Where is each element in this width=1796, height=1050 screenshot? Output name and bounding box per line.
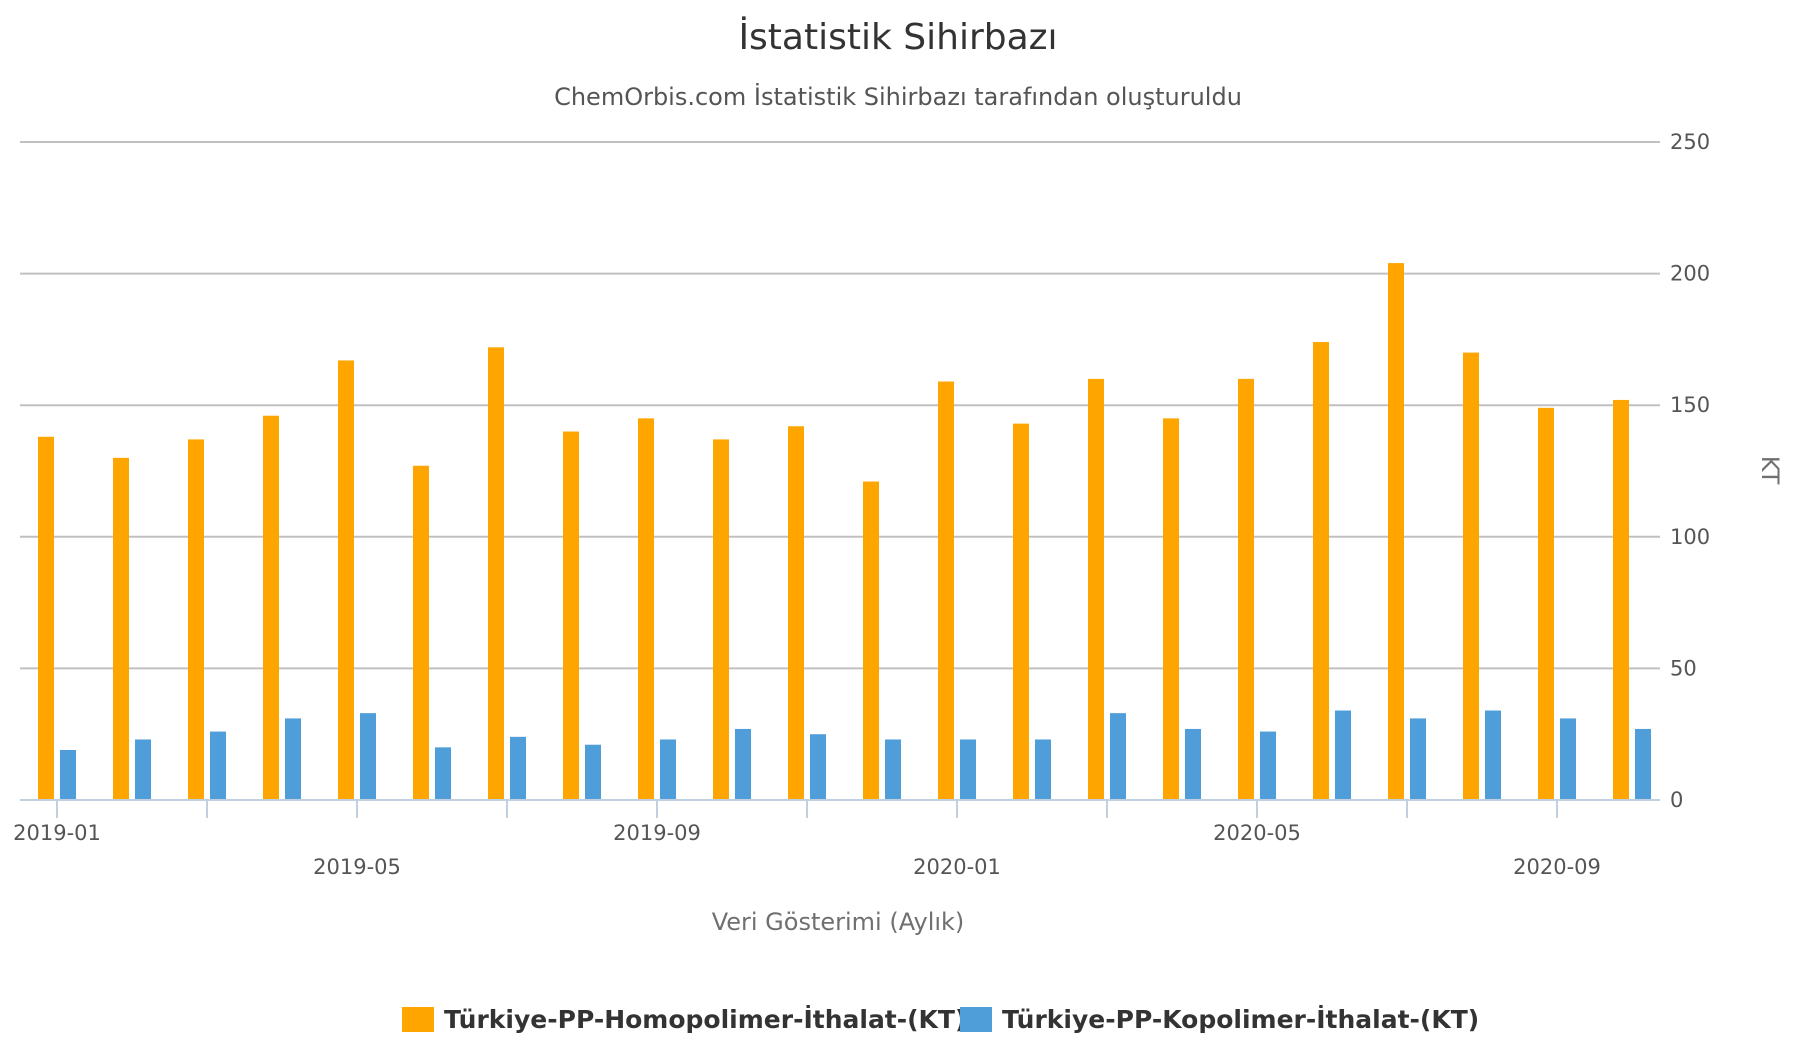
x-tick-label: 2020-05 [1213, 821, 1301, 845]
y-axis-title: KT [1756, 456, 1784, 485]
bar [1013, 423, 1029, 800]
bar [38, 436, 54, 800]
bar [413, 465, 429, 800]
bar [1110, 713, 1126, 800]
x-axis: 2019-01 2019-05 2019-09 2020-01 2020-05 2020-… [13, 799, 1660, 879]
bar [1410, 718, 1426, 800]
y-tick-label: 100 [1670, 525, 1710, 549]
x-tick-label: 2020-01 [913, 855, 1001, 879]
bar [510, 736, 526, 800]
bar [1635, 728, 1651, 800]
series-group [60, 710, 1651, 800]
y-tick-label: 250 [1670, 130, 1710, 154]
bar [735, 728, 751, 800]
series-group [38, 263, 1629, 800]
x-axis-title: Veri Gösterimi (Aylık) [712, 908, 965, 936]
plot-area [38, 263, 1651, 800]
y-tick-label: 150 [1670, 393, 1710, 417]
x-tick-label: 2020-09 [1513, 855, 1601, 879]
bar [360, 713, 376, 800]
bar [488, 347, 504, 800]
bar [788, 426, 804, 800]
bar [638, 418, 654, 800]
chart-subtitle: ChemOrbis.com İstatistik Sihirbazı taraf… [554, 82, 1242, 111]
bar [1485, 710, 1501, 800]
bar [1238, 378, 1254, 800]
bar [1538, 407, 1554, 800]
bar [60, 749, 76, 800]
legend-item[interactable]: Türkiye-PP-Homopolimer-İthalat-(KT) [402, 1004, 966, 1034]
legend-label: Türkiye-PP-Homopolimer-İthalat-(KT) [444, 1004, 966, 1034]
bar [435, 747, 451, 800]
bar [1560, 718, 1576, 800]
bar [1335, 710, 1351, 800]
legend-item[interactable]: Türkiye-PP-Kopolimer-İthalat-(KT) [960, 1004, 1479, 1034]
bar [938, 381, 954, 800]
chart-title: İstatistik Sihirbazı [738, 16, 1057, 58]
bar [1163, 418, 1179, 800]
bar [1035, 739, 1051, 800]
bar [135, 739, 151, 800]
gridlines [20, 141, 1660, 670]
legend-swatch [402, 1007, 434, 1032]
bar [1185, 728, 1201, 800]
bar [1260, 731, 1276, 800]
bar [960, 739, 976, 800]
bar [285, 718, 301, 800]
bar [660, 739, 676, 800]
legend-label: Türkiye-PP-Kopolimer-İthalat-(KT) [1002, 1004, 1479, 1034]
x-tick-label: 2019-05 [313, 855, 401, 879]
bar [863, 481, 879, 800]
y-tick-label: 50 [1670, 656, 1697, 680]
bar [338, 360, 354, 800]
legend-swatch [960, 1007, 992, 1032]
bar [1088, 378, 1104, 800]
bar [563, 431, 579, 800]
bar [113, 457, 129, 800]
y-tick-label: 200 [1670, 262, 1710, 286]
bar [263, 415, 279, 800]
bar [1388, 263, 1404, 800]
bar [810, 734, 826, 800]
bar [210, 731, 226, 800]
bar [188, 439, 204, 800]
bar [1463, 352, 1479, 800]
x-tick-label: 2019-09 [613, 821, 701, 845]
x-tick-label: 2019-01 [13, 821, 101, 845]
bar [1613, 399, 1629, 800]
y-axis: 0 50 100 150 200 250 [1670, 130, 1710, 812]
legend: Türkiye-PP-Homopolimer-İthalat-(KT) Türki… [402, 1004, 1479, 1034]
bar [1313, 342, 1329, 800]
bar [885, 739, 901, 800]
bar [713, 439, 729, 800]
bar [585, 744, 601, 800]
y-tick-label: 0 [1670, 788, 1683, 812]
